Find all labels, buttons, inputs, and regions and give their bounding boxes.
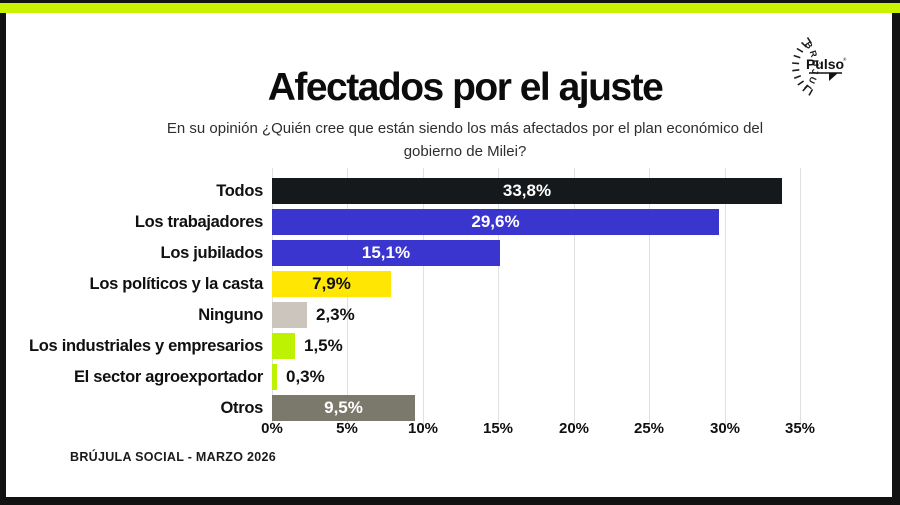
category-label: Ninguno (198, 306, 263, 324)
category-label: Los políticos y la casta (89, 275, 264, 293)
value-label: 1,5% (304, 336, 343, 355)
gridline (800, 168, 801, 424)
value-label: 7,9% (312, 274, 351, 293)
value-label: 15,1% (361, 243, 411, 262)
value-label: 0,3% (286, 367, 325, 386)
gridline (423, 168, 424, 424)
subtitle-line1: En su opinión ¿Quién cree que están sien… (166, 120, 764, 137)
page-title: Afectados por el ajuste (267, 66, 664, 109)
frame-top-bar (0, 0, 900, 3)
accent-green-stripe (0, 3, 900, 13)
bar: 29,6% (272, 209, 719, 235)
category-label: Los trabajadores (134, 213, 263, 231)
x-axis-tick-label: 20% (558, 420, 590, 437)
x-axis-tick-label: 0% (261, 420, 283, 437)
bar: 9,5% (272, 395, 415, 421)
bar (272, 364, 277, 390)
x-axis-tick-label: 25% (633, 420, 665, 437)
value-label: 29,6% (471, 212, 520, 231)
gridline (725, 168, 726, 424)
category-label: Todos (216, 182, 263, 200)
value-label: 33,8% (502, 181, 552, 200)
compass-tick-marks (792, 37, 814, 96)
category-label: Los jubilados (160, 244, 264, 262)
frame-bottom-bar (0, 497, 900, 505)
subtitle-line2: gobierno de Milei? (403, 142, 527, 160)
pulse-arrow-icon (829, 73, 838, 81)
category-label: El sector agroexportador (73, 368, 263, 386)
value-label: 9,5% (324, 398, 363, 417)
gridline (498, 168, 499, 424)
pulso-brujula-social-logo: BRÚJULA SOCIAL Pulso ® (780, 20, 847, 96)
frame-left-bar (0, 13, 6, 505)
x-axis-tick-label: 10% (407, 420, 439, 437)
frame-right-bar (892, 13, 900, 505)
x-axis-tick-label: 15% (482, 420, 514, 437)
bar: 7,9% (272, 271, 391, 297)
source-caption: BRÚJULA SOCIAL - MARZO 2026 (70, 450, 277, 464)
bar: 15,1% (272, 240, 500, 266)
category-label: Otros (220, 399, 263, 417)
registered-mark-icon: ® (843, 56, 847, 62)
gridline (574, 168, 575, 424)
bar: 33,8% (272, 178, 782, 204)
logo-brand-text: Pulso (806, 56, 844, 72)
category-label: Los industriales y empresarios (28, 337, 263, 355)
chart-subtitle: En su opinión ¿Quién cree que están sien… (130, 118, 800, 163)
bar (272, 333, 295, 359)
gridline (649, 168, 650, 424)
x-axis-tick-label: 5% (336, 420, 358, 437)
bar (272, 302, 307, 328)
value-label: 2,3% (316, 305, 355, 324)
x-axis-tick-label: 35% (784, 420, 816, 437)
x-axis-tick-label: 30% (709, 420, 741, 437)
